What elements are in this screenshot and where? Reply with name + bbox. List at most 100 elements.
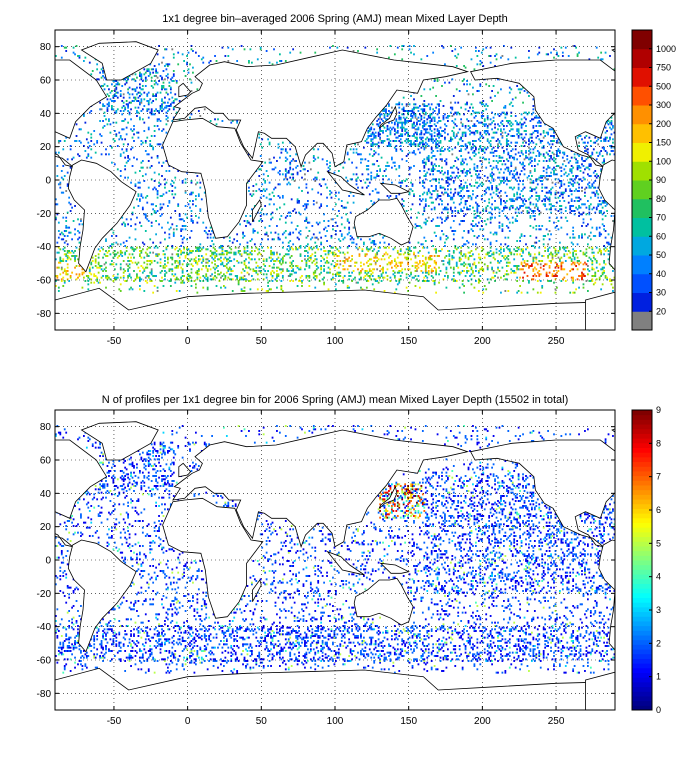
data-cell (480, 195, 483, 197)
data-cell (531, 195, 533, 197)
data-cell (279, 196, 281, 199)
data-cell (479, 136, 482, 139)
data-cell (143, 180, 146, 182)
data-cell (601, 268, 604, 271)
data-cell (460, 208, 463, 211)
data-cell (271, 216, 274, 219)
data-cell (505, 143, 508, 146)
data-cell (472, 151, 474, 154)
data-cell (139, 181, 141, 184)
data-cell (284, 253, 287, 256)
data-cell (475, 148, 477, 151)
data-cell (498, 141, 501, 144)
data-cell (435, 248, 437, 251)
data-cell (189, 276, 191, 279)
data-cell (584, 233, 586, 236)
data-cell (451, 198, 454, 201)
data-cell (348, 275, 351, 277)
data-cell (125, 263, 128, 266)
data-cell (402, 126, 405, 129)
data-cell (327, 170, 330, 172)
data-cell (124, 245, 127, 247)
data-cell (491, 151, 493, 154)
data-cell (267, 281, 269, 284)
data-cell (444, 160, 446, 162)
data-cell (528, 251, 530, 254)
data-cell (248, 261, 250, 264)
data-cell (483, 285, 486, 287)
data-cell (442, 173, 445, 176)
data-cell (447, 173, 449, 176)
data-cell (507, 143, 510, 146)
data-cell (249, 253, 252, 256)
data-cell (180, 281, 183, 284)
data-cell (421, 193, 424, 196)
data-cell (584, 268, 586, 271)
data-cell (339, 230, 342, 232)
data-cell (479, 228, 482, 231)
data-cell (517, 246, 520, 249)
data-cell (572, 253, 575, 256)
data-cell (223, 258, 225, 261)
data-cell (495, 140, 498, 142)
data-cell (330, 278, 333, 281)
data-cell (287, 245, 290, 247)
data-cell (520, 133, 523, 136)
data-cell (399, 253, 402, 256)
data-cell (150, 213, 153, 216)
data-cell (470, 278, 473, 281)
data-cell (68, 280, 71, 282)
data-cell (492, 256, 495, 259)
data-cell (410, 250, 412, 252)
data-cell (413, 276, 415, 279)
data-cell (545, 160, 548, 162)
data-cell (423, 146, 426, 149)
data-cell (538, 121, 541, 124)
data-cell (180, 276, 183, 279)
data-cell (447, 170, 449, 172)
data-cell (396, 125, 399, 127)
data-cell (180, 266, 183, 269)
data-cell (433, 260, 436, 262)
data-cell (467, 120, 470, 122)
data-cell (411, 276, 414, 279)
data-cell (461, 133, 464, 136)
data-cell (416, 225, 418, 227)
data-cell (258, 188, 261, 191)
data-cell (501, 230, 504, 232)
data-cell (575, 175, 577, 177)
data-cell (90, 140, 93, 142)
data-cell (542, 153, 545, 156)
data-cell (519, 155, 521, 157)
data-cell (466, 185, 468, 187)
data-cell (475, 280, 477, 282)
data-cell (94, 258, 97, 261)
data-cell (531, 118, 533, 121)
data-cell (139, 198, 141, 201)
data-cell (237, 261, 240, 264)
data-cell (424, 221, 427, 224)
data-cell (429, 116, 432, 119)
data-cell (581, 138, 583, 141)
data-cell (139, 116, 141, 119)
data-cell (136, 131, 138, 134)
data-cell (473, 263, 476, 266)
data-cell (177, 203, 180, 206)
data-cell (243, 220, 246, 222)
data-cell (296, 266, 299, 269)
data-cell (317, 171, 320, 174)
data-cell (139, 270, 141, 272)
data-cell (427, 280, 430, 282)
data-cell (410, 271, 412, 274)
data-cell (532, 210, 535, 212)
data-cell (476, 246, 479, 249)
data-cell (563, 153, 566, 156)
data-cell (567, 195, 570, 197)
data-cell (460, 150, 463, 152)
data-cell (576, 268, 579, 271)
data-cell (598, 226, 601, 229)
data-cell (561, 156, 564, 159)
data-cell (147, 186, 150, 189)
data-cell (360, 261, 362, 264)
data-cell (480, 268, 483, 271)
